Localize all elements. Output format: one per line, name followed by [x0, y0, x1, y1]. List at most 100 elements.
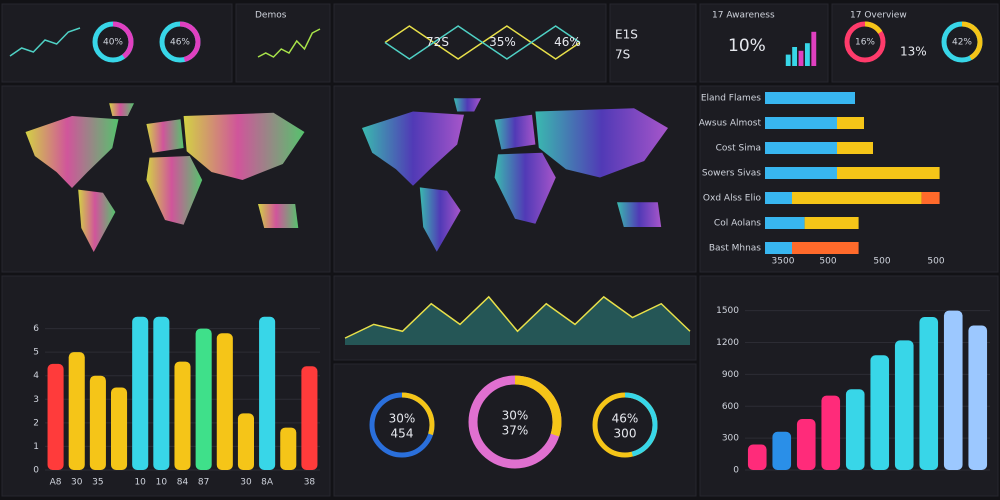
bar — [796, 419, 816, 470]
panel — [235, 3, 331, 83]
continent — [258, 204, 299, 228]
y-tick-label: 4 — [33, 371, 39, 381]
y-tick-label: Sowers Sivas — [702, 169, 761, 179]
area-line — [344, 295, 691, 339]
y-tick-label: 3 — [33, 395, 39, 405]
line — [384, 25, 581, 60]
bar — [237, 413, 254, 470]
y-tick-label: 300 — [722, 434, 739, 444]
x-tick-label: A8 — [50, 478, 62, 488]
donut-label: 42% — [952, 38, 972, 48]
bar-segment — [837, 167, 940, 179]
donut-label: 16% — [855, 38, 875, 48]
x-tick-label: 8A — [261, 478, 274, 488]
bar — [811, 31, 817, 66]
donut-sublabel: 300 — [614, 427, 637, 441]
bar-segment — [765, 167, 837, 179]
bar-segment — [765, 117, 837, 129]
panel — [699, 3, 829, 83]
x-tick-label: 35 — [92, 478, 103, 488]
bar-segment — [765, 192, 792, 204]
y-tick-label: 900 — [722, 370, 739, 380]
y-tick-label: Eland Flames — [701, 94, 761, 104]
annotation: 72S — [426, 35, 449, 49]
bar-segment — [837, 117, 864, 129]
kpi: 13% — [900, 45, 927, 59]
bar — [195, 328, 212, 470]
x-tick-label: 84 — [177, 478, 189, 488]
bar-segment — [765, 142, 837, 154]
bar — [919, 317, 939, 470]
bar-segment — [765, 92, 855, 104]
bar — [132, 316, 149, 470]
continent — [362, 111, 464, 186]
donut-label: 30% — [389, 412, 416, 426]
y-tick-label: Cost Sima — [716, 144, 761, 154]
bar-segment — [765, 242, 792, 254]
donut-arc — [369, 392, 435, 458]
donut-label: 40% — [103, 38, 123, 48]
line — [9, 27, 81, 57]
panel-title: 17 Awareness — [712, 11, 775, 21]
bar — [747, 444, 767, 470]
donut-arc — [844, 21, 886, 63]
x-tick-label: 30 — [71, 478, 83, 488]
bar-segment — [765, 217, 805, 229]
bar — [153, 316, 170, 470]
bar — [821, 395, 841, 470]
continent — [109, 103, 134, 116]
panel-title: Demos — [255, 11, 287, 21]
continent — [453, 98, 481, 112]
y-tick-label: Col Aolans — [714, 219, 761, 229]
stat: E1S — [615, 28, 638, 42]
y-tick-label: 1500 — [716, 306, 739, 316]
y-tick-label: 600 — [722, 402, 739, 412]
donut-label: 30% — [502, 409, 529, 423]
y-tick-label: Awsus Almost — [699, 119, 762, 129]
donut-sublabel: 454 — [391, 427, 414, 441]
bar — [259, 316, 276, 470]
continent — [146, 156, 203, 225]
continent — [419, 187, 461, 252]
y-tick-label: 0 — [33, 466, 39, 476]
y-tick-label: 6 — [33, 324, 39, 334]
bar — [968, 325, 988, 470]
bar — [111, 387, 128, 470]
donut-arc — [92, 21, 134, 63]
bar — [785, 54, 791, 66]
donut-label: 46% — [612, 412, 639, 426]
bar-segment — [804, 217, 859, 229]
bar — [216, 333, 233, 470]
donut-arc — [941, 21, 983, 63]
annotation: 46% — [554, 35, 581, 49]
x-tick-label: 30 — [240, 478, 252, 488]
bar — [943, 310, 963, 470]
y-tick-label: Bast Mhnas — [709, 244, 761, 254]
bar — [89, 375, 106, 470]
y-tick-label: 5 — [33, 348, 39, 358]
bar-segment — [837, 142, 873, 154]
panel — [609, 3, 697, 83]
x-tick-label: 500 — [927, 257, 944, 267]
stat: 7S — [615, 48, 630, 62]
bar — [772, 431, 792, 470]
panel — [1, 3, 233, 83]
bar-segment — [792, 242, 859, 254]
continent — [78, 189, 116, 252]
continent — [494, 114, 536, 150]
x-tick-label: 10 — [156, 478, 168, 488]
annotation: 35% — [489, 35, 516, 49]
x-tick-label: 500 — [819, 257, 836, 267]
bar-segment — [921, 192, 940, 204]
continent — [494, 152, 556, 224]
y-tick-label: 0 — [733, 466, 739, 476]
bar — [870, 355, 890, 470]
bar — [301, 366, 318, 470]
line — [257, 28, 321, 58]
donut-arc — [159, 21, 201, 63]
continent — [183, 112, 305, 180]
y-tick-label: 1 — [33, 442, 39, 452]
bar — [280, 427, 297, 470]
bar — [804, 43, 810, 66]
